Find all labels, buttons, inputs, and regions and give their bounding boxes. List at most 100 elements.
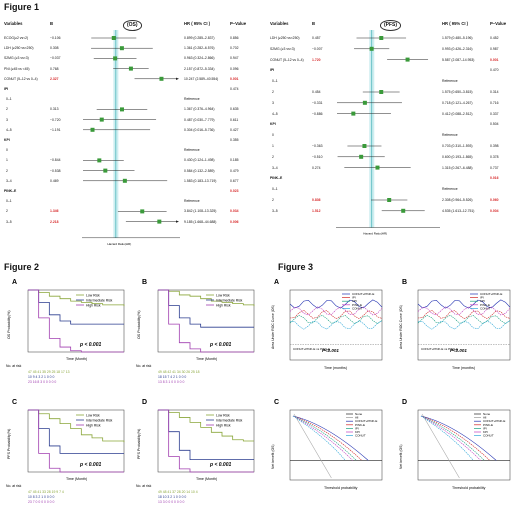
- p-cell: 0.060: [490, 198, 499, 202]
- dca-curve: [292, 415, 357, 461]
- p-cell: 0.096: [230, 66, 239, 71]
- y-axis-label: Net benefit (OS): [271, 445, 275, 470]
- y-axis-label: PFS Probability(%): [7, 429, 11, 459]
- hr-point: [159, 76, 164, 81]
- table-row: 3–5 1.512 4.535 (1.613–12.751) 0.004: [270, 209, 516, 214]
- table-row: KPI 0.355: [4, 138, 254, 143]
- hr-cell: 0.718 (0.121–4.267): [442, 100, 473, 105]
- header-cell: HR ( 95% CI ): [442, 21, 469, 26]
- header-cell: P–Value: [230, 21, 247, 26]
- p-cell: 0.337: [490, 111, 499, 116]
- dca-curve: [420, 415, 481, 461]
- hr-point: [401, 208, 406, 213]
- figure3-title: Figure 3: [278, 262, 314, 272]
- header-cell: Variables: [270, 21, 289, 26]
- dca-curve: [292, 415, 369, 461]
- x-axis-label: Time (Month): [66, 477, 87, 481]
- p-cell: 0.355: [230, 138, 239, 142]
- table-row: 3 −0.331 0.718 (0.121–4.267) 0.716: [270, 101, 516, 106]
- hr-point: [359, 154, 364, 159]
- table-row: 3 −0.720 0.487 (0.030–7.779) 0.611: [4, 118, 254, 123]
- b-cell: 0.768: [50, 66, 59, 71]
- variable-cell: LDH (≥250 vs<250): [4, 46, 34, 51]
- variable-cell: CONUT (5–12 vs 0–4): [270, 57, 304, 62]
- hr-cell: Reference: [442, 133, 458, 138]
- x-axis-label: Threshold probability: [324, 486, 358, 490]
- hr-cell: 0.487 (0.030–7.779): [184, 117, 215, 122]
- fig3-panel-A: A Area Under ROC Curve (OS) Time (months) C…: [271, 279, 383, 370]
- legend-label: KPI: [480, 299, 485, 303]
- p-cell: 0.427: [230, 127, 239, 132]
- km-curve-high-risk: [28, 409, 124, 473]
- legend-label: Intermediate Risk: [86, 299, 113, 303]
- variable-cell: 0–1: [6, 199, 12, 204]
- ci-arrow: [176, 220, 179, 223]
- p-cell: 0.314: [490, 90, 499, 94]
- p-cell: 0.034: [230, 209, 239, 214]
- risk-row: 49 48 42 41 34 30 26 25 18: [158, 370, 200, 374]
- p-cell: 0.474: [230, 87, 239, 91]
- legend-label: CONUT: [480, 306, 491, 310]
- b-cell: 0.454: [312, 90, 321, 94]
- hr-point: [103, 168, 108, 173]
- hr-cell: Reference: [184, 199, 200, 204]
- variable-cell: PNI (≥45 vs <45): [4, 66, 30, 71]
- risk-row: 13 3 0 0 0 0 0 0 0: [158, 500, 185, 504]
- y-axis-label: Area Under ROC Curve (OS): [271, 305, 275, 349]
- roc-curve: [289, 299, 383, 309]
- km-curve-intermediate-risk: [158, 409, 254, 460]
- header-cell: Variables: [4, 21, 23, 26]
- b-cell: 0.313: [50, 107, 59, 112]
- hr-point: [351, 111, 356, 116]
- p-cell: 0.004: [490, 208, 499, 213]
- table-row: 4–5 −1.191 0.304 (0.016–5.736) 0.427: [4, 128, 254, 133]
- hr-cell: 0.703 (0.310–1.593): [442, 144, 473, 148]
- hr-cell: Reference: [184, 148, 200, 153]
- roc-curve: [289, 320, 383, 330]
- hr-cell: 0.963 (0.324–2.866): [184, 56, 215, 61]
- hr-point: [362, 144, 367, 148]
- dca-curve: [420, 415, 490, 461]
- p-value: P<0.001: [322, 348, 339, 353]
- b-cell: −0.720: [50, 117, 61, 122]
- legend-label: IPI: [483, 426, 487, 430]
- b-cell: −0.844: [50, 158, 61, 163]
- ci-arrow: [176, 77, 179, 80]
- hr-point: [375, 165, 380, 170]
- p-value: p < 0.001: [79, 342, 101, 348]
- variable-cell: IPI: [270, 68, 275, 73]
- risk-title: No. at risk: [136, 484, 152, 488]
- dca-curve: [420, 415, 474, 461]
- p-cell: 0.023: [230, 189, 239, 193]
- roc-curve: [417, 306, 511, 316]
- table-row: ECOG(≥2 vs<2) −0.106 0.899 (0.285–2.837) 0.…: [4, 36, 254, 41]
- hr-point: [97, 158, 102, 163]
- x-axis-label: Time (months): [324, 366, 347, 370]
- variable-cell: 3: [272, 100, 274, 105]
- hr-point: [119, 46, 124, 51]
- table-row: 1 −0.844 0.430 (0.124–1.498) 0.185: [4, 158, 254, 163]
- variable-cell: 1: [6, 158, 8, 163]
- legend-label: CONUT+PINK-E: [483, 419, 505, 423]
- panel-letter: C: [12, 399, 17, 406]
- p-cell: 0.702: [230, 46, 239, 51]
- table-row: LDH (≥250 vs<250) 0.308 1.361 (0.282–6.576…: [4, 46, 254, 51]
- variable-cell: 3–5: [272, 208, 278, 213]
- hr-point: [113, 56, 118, 61]
- dca-curve: [292, 415, 362, 461]
- variable-cell: 2: [272, 198, 274, 202]
- table-row: 0 Reference: [4, 148, 254, 153]
- legend-label: PINK-E: [355, 423, 365, 427]
- p-cell: 0.677: [230, 178, 239, 183]
- outcome-badge: (OS): [123, 20, 142, 31]
- table-row: PNI (≥45 vs <45) 0.768 2.157 (0.872–5.334)…: [4, 67, 254, 72]
- hr-cell: Reference: [442, 79, 458, 84]
- legend-label: KPI: [352, 299, 357, 303]
- km-panel-B: B OS Probability(%) Time (Month) Low RiskIn…: [136, 279, 255, 384]
- km-curve-high-risk: [28, 289, 124, 353]
- legend-label: KPI: [483, 430, 488, 434]
- table-row: 2 1.346 3.842 (1.108–13.325) 0.034: [4, 209, 254, 214]
- table-row: KPI 0.504: [270, 122, 516, 127]
- header-cell: HR ( 95% CI ): [184, 21, 211, 26]
- km-curve-intermediate-risk: [28, 289, 124, 325]
